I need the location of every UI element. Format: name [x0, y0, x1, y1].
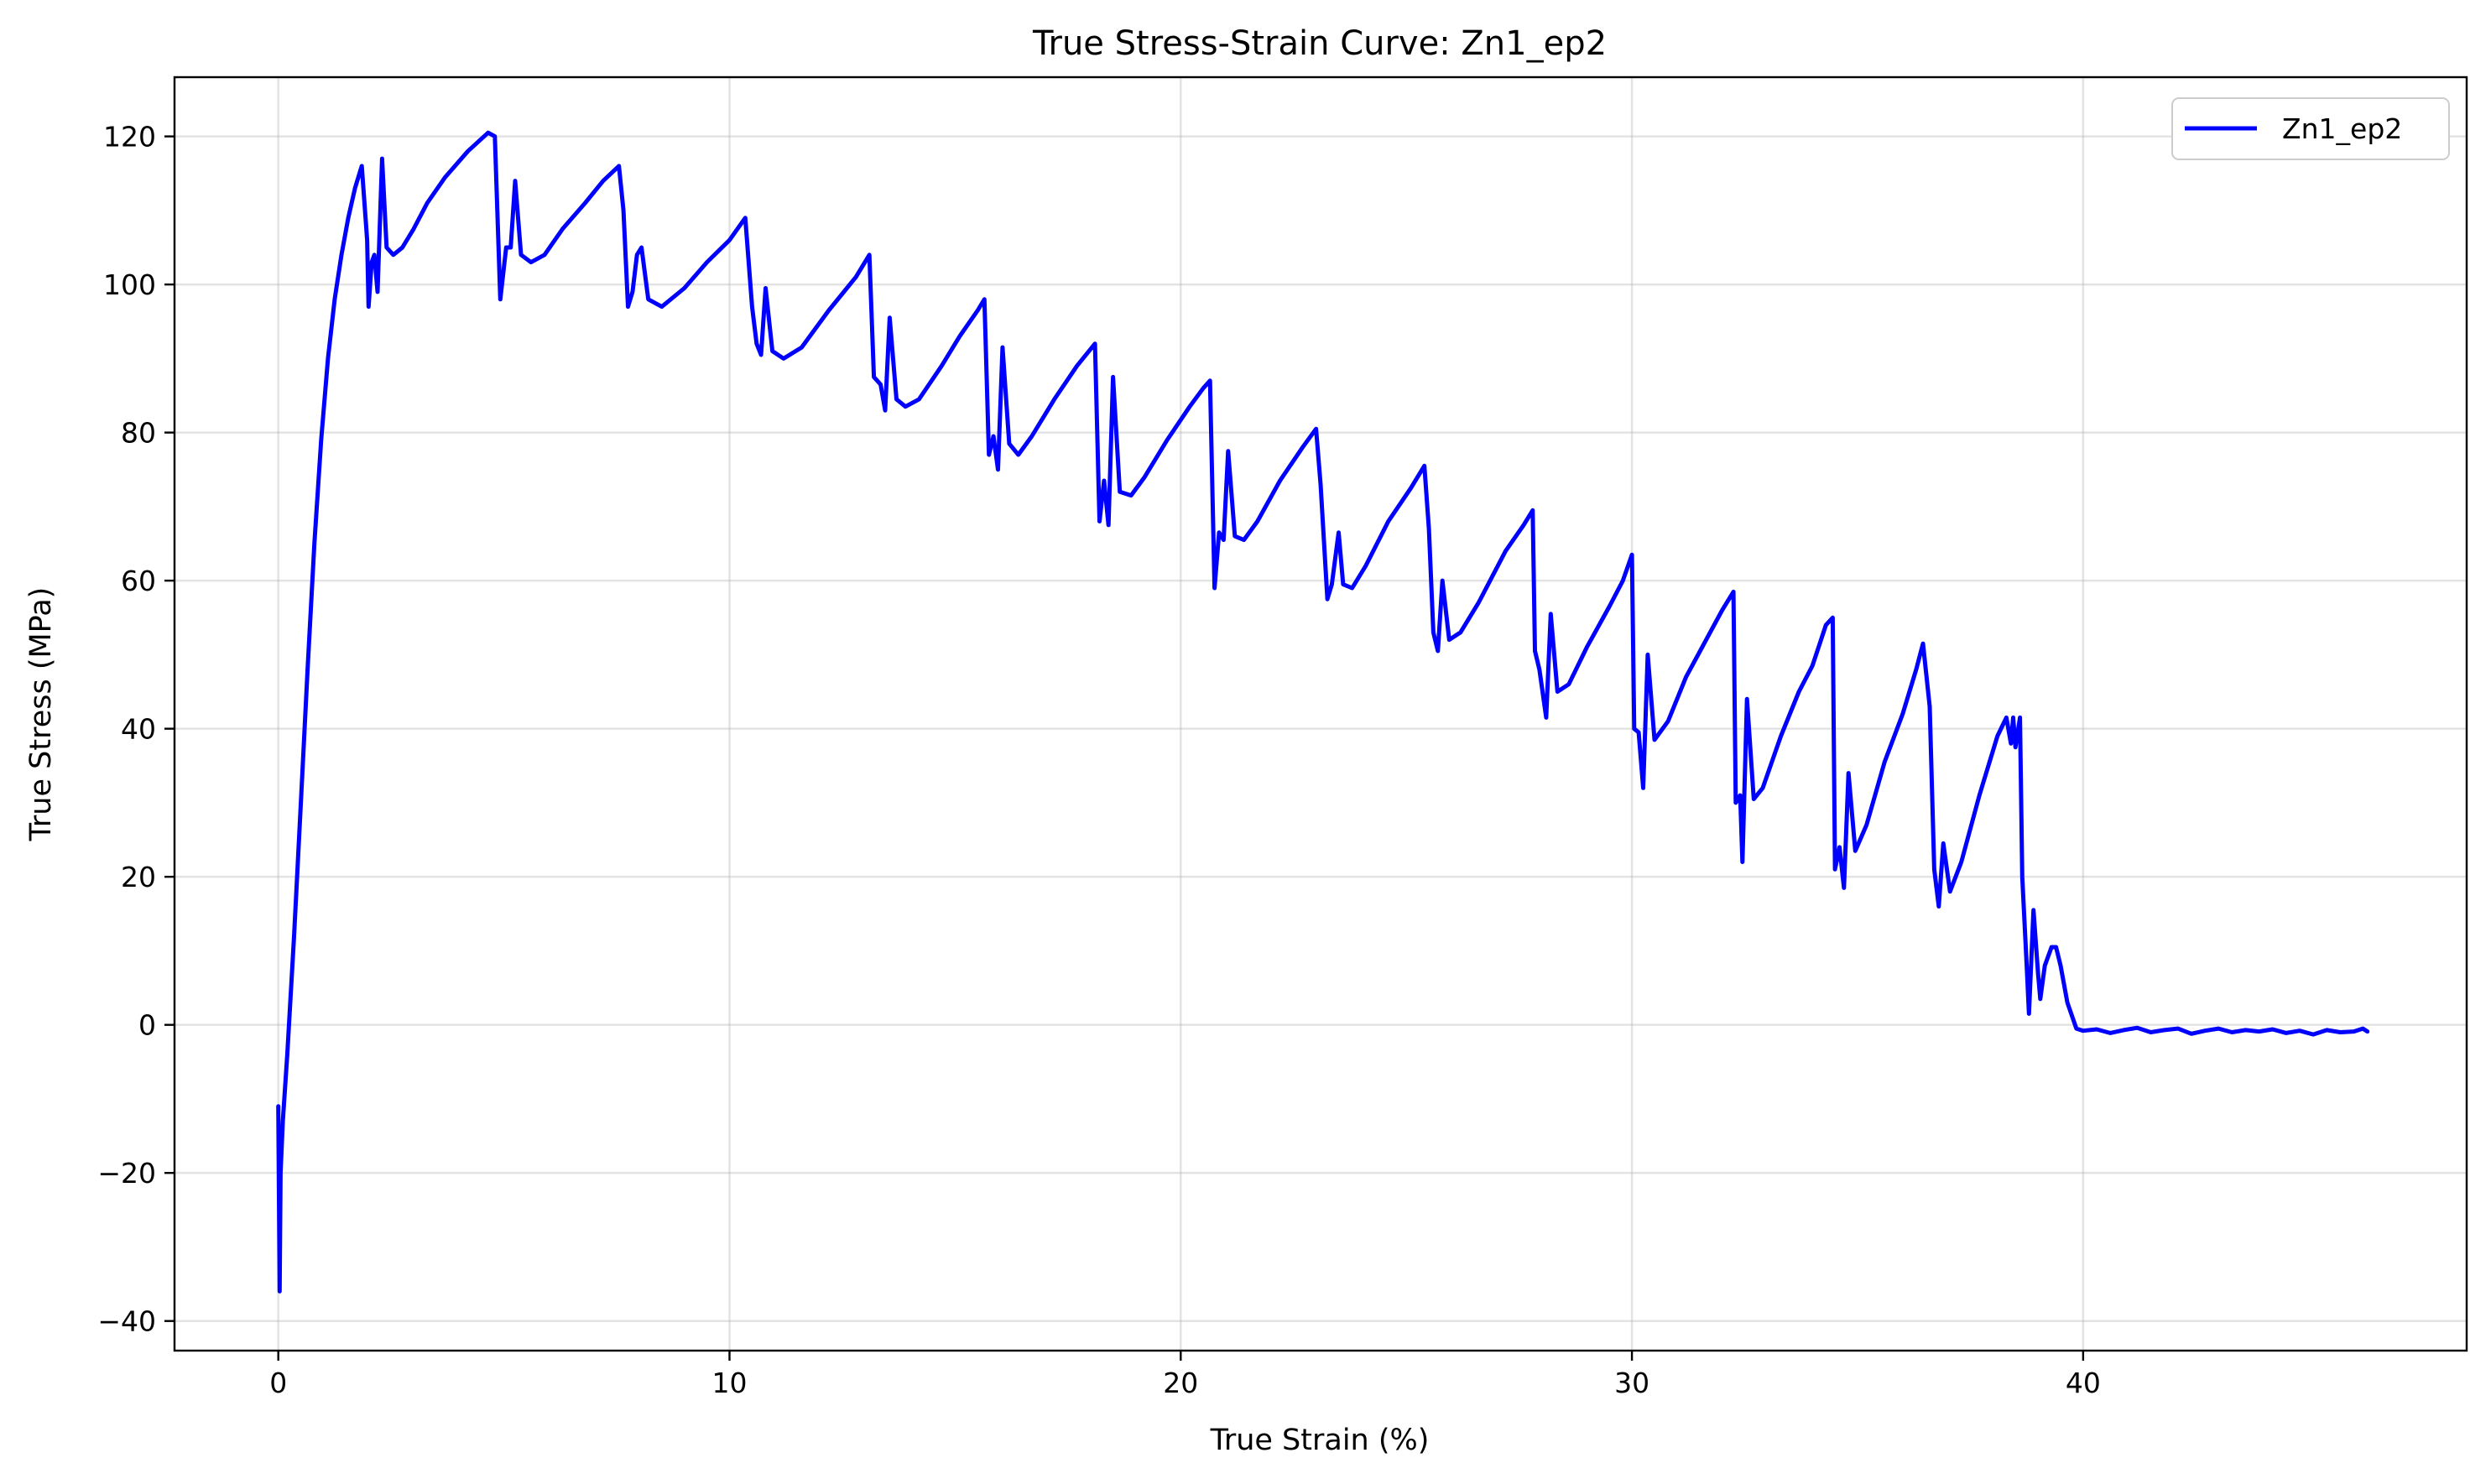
legend: Zn1_ep2: [2171, 97, 2450, 160]
legend-box: [2171, 97, 2450, 160]
y-tick-label: 0: [138, 1009, 156, 1042]
x-tick-label: 30: [1614, 1367, 1649, 1399]
y-tick-label: 120: [103, 121, 156, 154]
y-tick-label: 40: [121, 713, 156, 746]
y-tick-label: 20: [121, 861, 156, 893]
x-tick-label: 40: [2066, 1367, 2101, 1399]
series-layer: [276, 130, 2370, 1294]
y-tick-label: 60: [121, 565, 156, 597]
chart-title: True Stress-Strain Curve: Zn1_ep2: [1032, 24, 1607, 63]
x-tick-label: 0: [269, 1367, 287, 1399]
x-tick-label: 10: [711, 1367, 747, 1399]
series-line-zn1-ep2: [276, 130, 2370, 1294]
y-axis-label: True Stress (MPa): [24, 587, 58, 842]
y-tick-label: 100: [103, 268, 156, 301]
y-tick-label: −20: [97, 1157, 156, 1190]
grid: [175, 77, 2467, 1351]
y-tick-label: 80: [121, 417, 156, 450]
y-tick-label: −40: [97, 1305, 156, 1338]
x-tick-label: 20: [1163, 1367, 1198, 1399]
legend-entry-label: Zn1_ep2: [2282, 112, 2402, 145]
x-axis-label: True Strain (%): [1210, 1424, 1430, 1457]
plot-frame: [173, 76, 2468, 1352]
ticks: 0 10 20 30 40 −40 −20 0 20 40 60 80 100 120: [97, 121, 2101, 1399]
